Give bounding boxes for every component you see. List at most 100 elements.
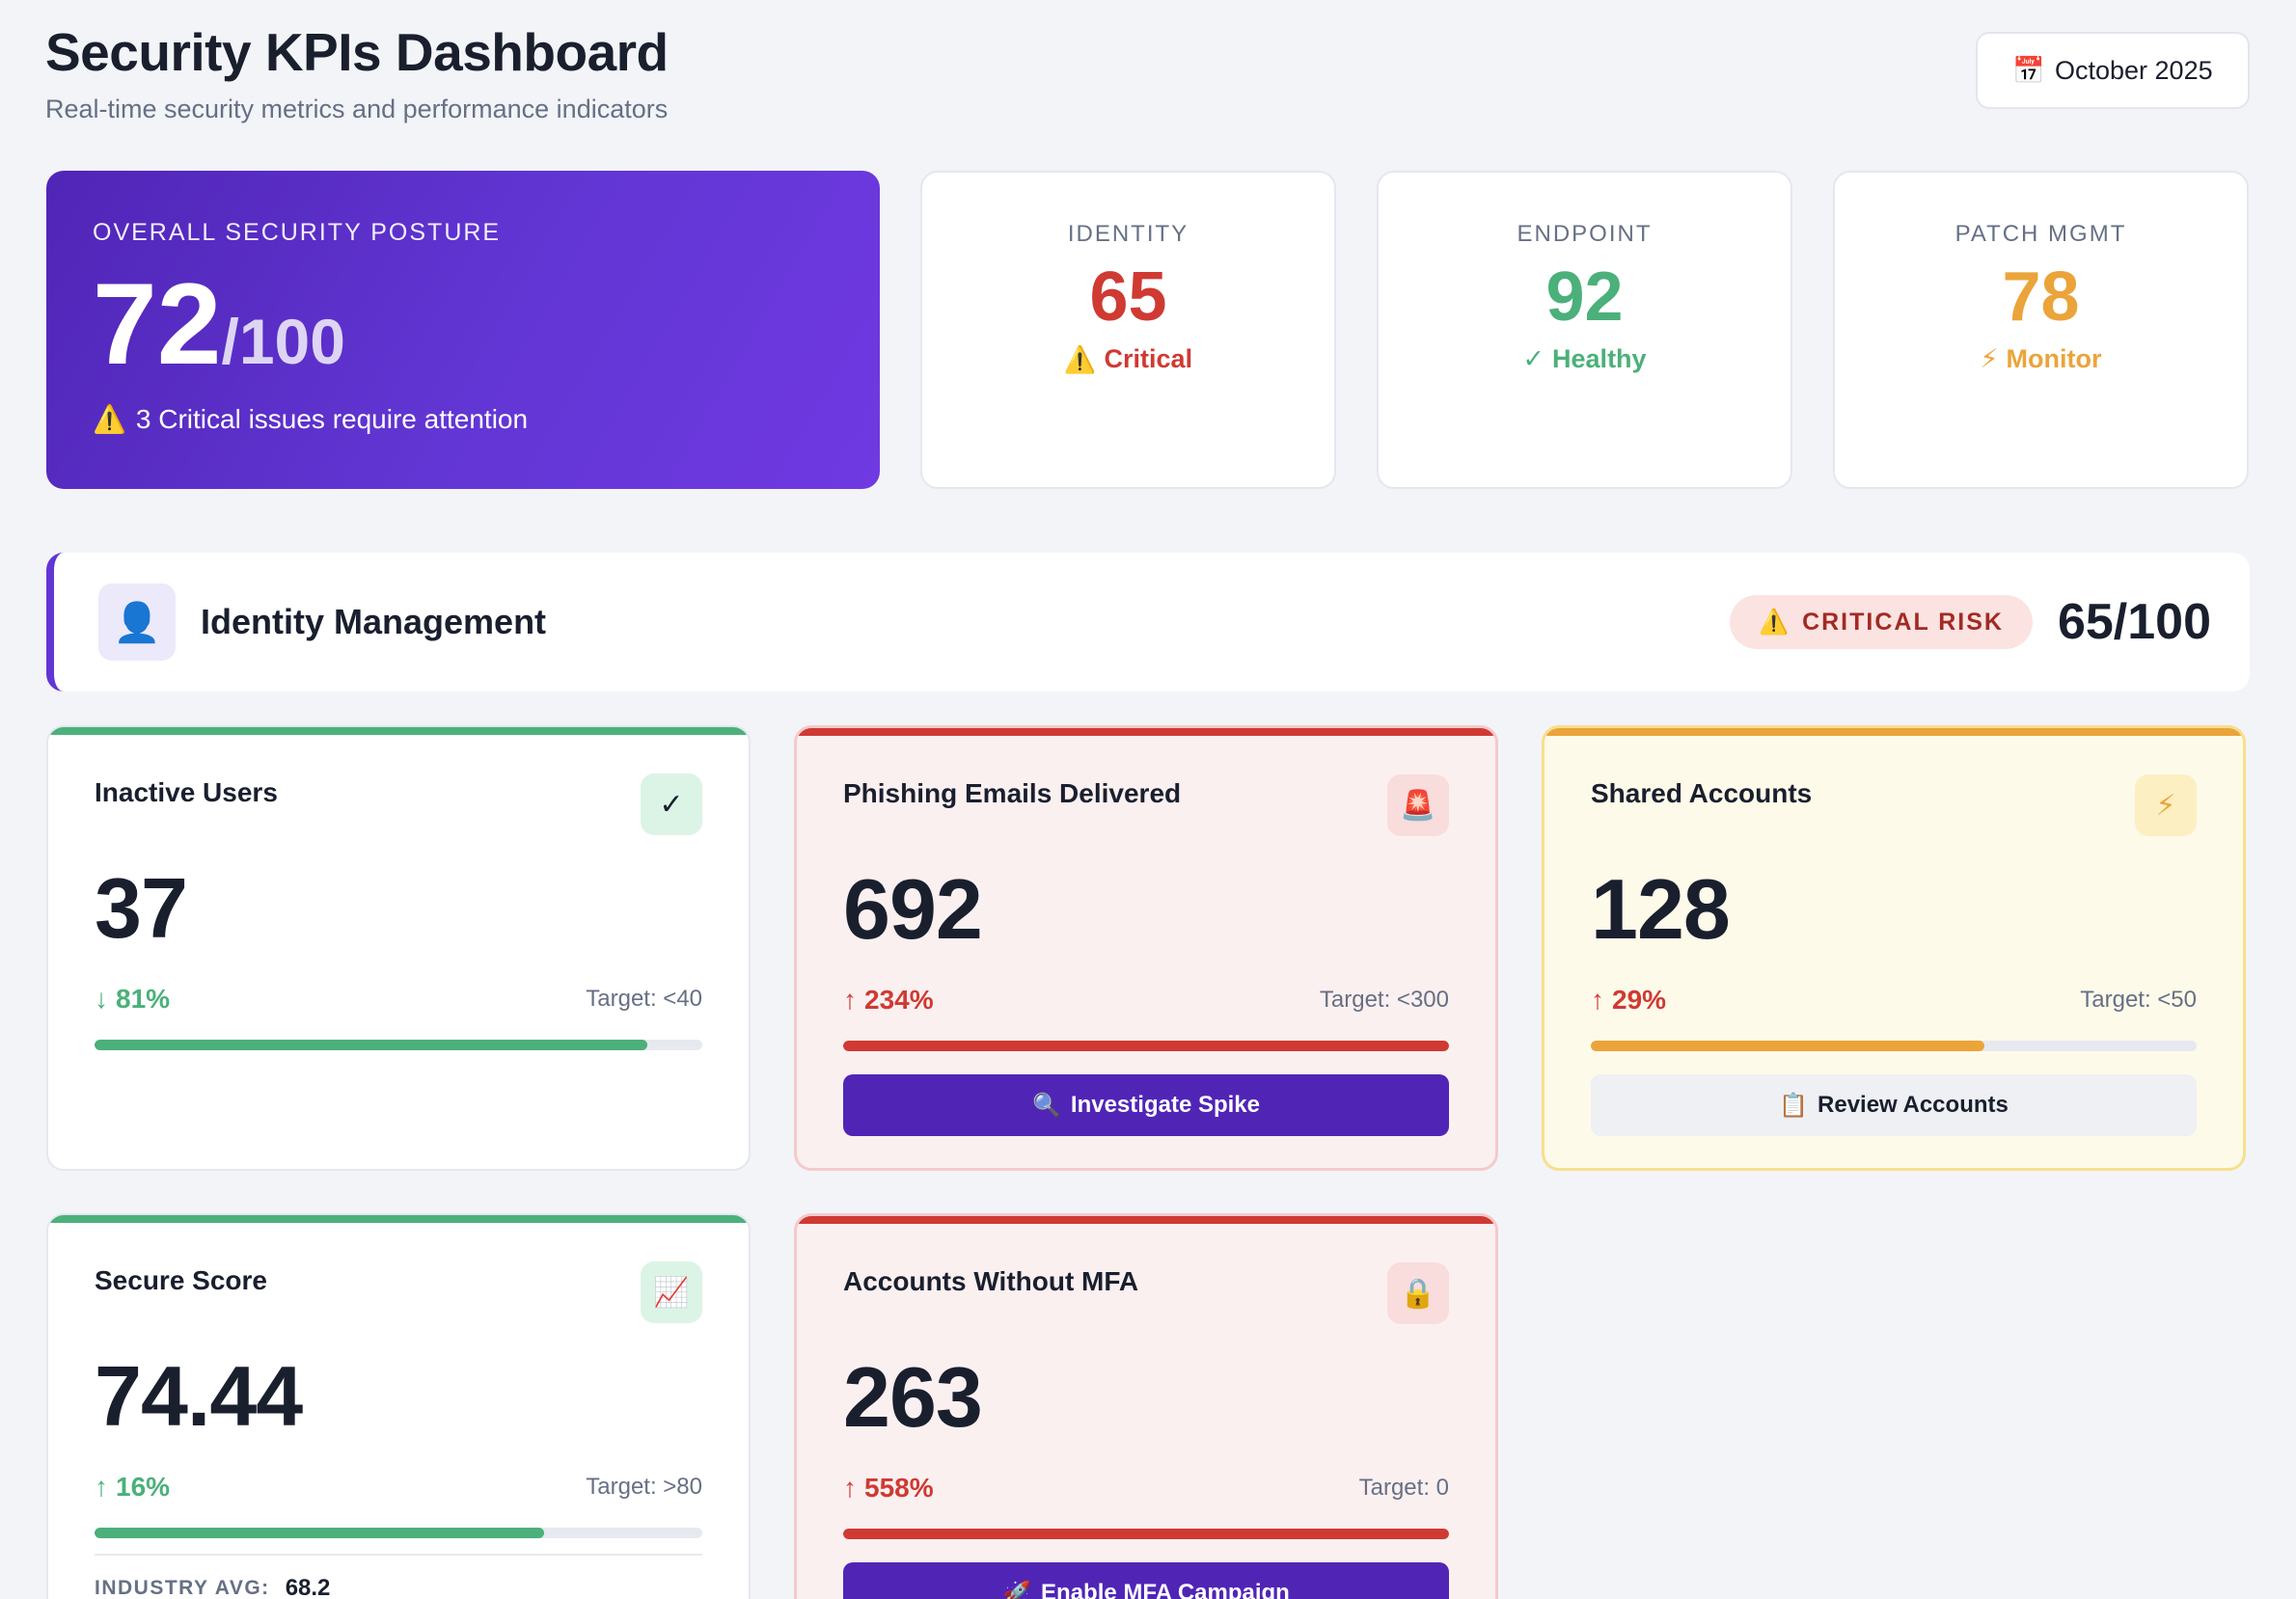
posture-alert-text: 3 Critical issues require attention <box>135 403 529 434</box>
kpi-delta: ↑ 16% <box>95 1472 170 1503</box>
kpi-title: Accounts Without MFA <box>843 1266 1139 1296</box>
review-accounts-button[interactable]: 📋 Review Accounts <box>1591 1074 2197 1136</box>
arrow-up-icon: ↑ <box>843 985 857 1015</box>
kpi-value: 263 <box>843 1349 983 1445</box>
rocket-icon: 🚀 <box>1002 1580 1032 1599</box>
risk-badge-text: CRITICAL RISK <box>1802 608 2004 636</box>
posture-score: 72 /100 <box>93 266 834 382</box>
category-card-identity[interactable]: IDENTITY 65 ⚠️ Critical <box>920 171 1336 489</box>
category-status-text: Monitor <box>2006 343 2102 373</box>
category-score: 78 <box>2002 258 2080 336</box>
button-label: Enable MFA Campaign <box>1041 1580 1290 1599</box>
section-score: 65/100 <box>2057 594 2211 650</box>
enable-mfa-campaign-button[interactable]: 🚀 Enable MFA Campaign <box>843 1562 1449 1599</box>
page-title: Security KPIs Dashboard <box>45 22 669 82</box>
page-header: Security KPIs Dashboard Real-time securi… <box>45 21 669 124</box>
arrow-up-icon: ↑ <box>1591 985 1604 1015</box>
kpi-progress-fill <box>95 1040 648 1050</box>
investigate-spike-button[interactable]: 🔍 Investigate Spike <box>843 1074 1449 1136</box>
kpi-progress-bar <box>1591 1041 2197 1051</box>
category-status-text: Healthy <box>1552 343 1647 373</box>
category-score: 65 <box>1089 258 1167 336</box>
user-icon: 👤 <box>98 583 176 661</box>
category-status: ✓ Healthy <box>1379 344 1790 374</box>
magnifier-icon: 🔍 <box>1032 1092 1061 1119</box>
siren-icon: 🚨 <box>1387 774 1449 836</box>
category-status-text: Critical <box>1104 344 1193 374</box>
card-status-bar <box>48 1215 749 1223</box>
check-icon: ✓ <box>1522 343 1545 373</box>
category-label: ENDPOINT <box>1517 221 1653 247</box>
kpi-progress-bar <box>95 1040 702 1050</box>
check-icon: ✓ <box>641 773 702 835</box>
category-card-endpoint[interactable]: ENDPOINT 92 ✓ Healthy <box>1377 171 1792 489</box>
date-selector-button[interactable]: 📅 October 2025 <box>1976 32 2250 109</box>
calendar-icon: 📅 <box>2012 56 2045 85</box>
kpi-target: Target: >80 <box>586 1474 702 1500</box>
kpi-progress-fill <box>843 1041 1449 1051</box>
kpi-delta: ↑ 234% <box>843 985 934 1016</box>
category-card-patch-mgmt[interactable]: PATCH MGMT 78 ⚡ Monitor <box>1833 171 2249 489</box>
lightning-icon: ⚡ <box>1980 343 1999 373</box>
posture-alert: ⚠️ 3 Critical issues require attention <box>93 403 834 435</box>
divider <box>95 1554 702 1556</box>
kpi-target: Target: 0 <box>1358 1475 1449 1501</box>
arrow-up-icon: ↑ <box>95 1472 108 1502</box>
card-status-bar <box>797 1216 1495 1224</box>
card-status-bar <box>797 728 1495 736</box>
lightning-icon: ⚡ <box>2135 774 2197 836</box>
posture-score-max: /100 <box>221 306 345 377</box>
arrow-down-icon: ↓ <box>95 984 108 1014</box>
kpi-card-secure-score: Secure Score 📈 74.44 ↑ 16% Target: >80 I… <box>46 1213 751 1599</box>
kpi-progress-fill <box>95 1528 545 1538</box>
kpi-target: Target: <300 <box>1319 987 1449 1013</box>
warning-icon: ⚠️ <box>93 404 126 434</box>
lock-icon: 🔒 <box>1387 1262 1449 1324</box>
card-status-bar <box>48 727 749 735</box>
kpi-progress-bar <box>843 1529 1449 1539</box>
card-status-bar <box>1544 728 2243 736</box>
page-subtitle: Real-time security metrics and performan… <box>45 95 669 123</box>
kpi-progress-bar <box>843 1041 1449 1051</box>
warning-icon: ⚠️ <box>1758 608 1791 636</box>
kpi-delta-value: 29% <box>1612 985 1667 1015</box>
kpi-delta-value: 16% <box>116 1472 171 1502</box>
kpi-progress-fill <box>843 1529 1449 1539</box>
date-label: October 2025 <box>2055 55 2213 85</box>
kpi-delta-value: 234% <box>864 985 934 1015</box>
category-status: ⚡ Monitor <box>1835 344 2247 374</box>
kpi-title: Inactive Users <box>95 777 278 807</box>
kpi-delta-value: 81% <box>116 984 171 1014</box>
category-label: IDENTITY <box>1067 221 1189 247</box>
industry-average-label: INDUSTRY AVG: <box>95 1577 270 1599</box>
button-label: Investigate Spike <box>1070 1092 1260 1118</box>
arrow-up-icon: ↑ <box>843 1473 857 1503</box>
kpi-progress-fill <box>1591 1041 1985 1051</box>
posture-score-value: 72 <box>93 259 222 389</box>
identity-management-section-header[interactable]: 👤 Identity Management ⚠️ CRITICAL RISK 6… <box>46 553 2250 691</box>
kpi-progress-bar <box>95 1528 702 1538</box>
kpi-card-phishing-emails: Phishing Emails Delivered 🚨 692 ↑ 234% T… <box>794 725 1498 1171</box>
kpi-value: 692 <box>843 861 983 957</box>
kpi-delta: ↓ 81% <box>95 984 170 1015</box>
category-label: PATCH MGMT <box>1954 221 2127 247</box>
industry-average-value: 68.2 <box>285 1575 331 1599</box>
overall-posture-card: OVERALL SECURITY POSTURE 72 /100 ⚠️ 3 Cr… <box>46 171 880 489</box>
category-status: ⚠️ Critical <box>922 344 1334 375</box>
category-score: 92 <box>1545 258 1624 336</box>
clipboard-icon: 📋 <box>1779 1092 1809 1119</box>
kpi-title: Phishing Emails Delivered <box>843 778 1182 808</box>
chart-up-icon: 📈 <box>641 1261 702 1323</box>
industry-average: INDUSTRY AVG: 68.2 <box>95 1575 702 1599</box>
posture-label: OVERALL SECURITY POSTURE <box>93 219 502 246</box>
kpi-card-accounts-without-mfa: Accounts Without MFA 🔒 263 ↑ 558% Target… <box>794 1213 1498 1599</box>
kpi-value: 74.44 <box>95 1348 303 1444</box>
kpi-value: 37 <box>95 860 188 956</box>
kpi-delta: ↑ 29% <box>1591 985 1666 1016</box>
kpi-target: Target: <40 <box>586 986 702 1012</box>
kpi-card-shared-accounts: Shared Accounts ⚡ 128 ↑ 29% Target: <50 … <box>1542 725 2246 1171</box>
risk-badge: ⚠️ CRITICAL RISK <box>1729 595 2033 649</box>
kpi-target: Target: <50 <box>2080 987 2197 1013</box>
button-label: Review Accounts <box>1818 1092 2009 1118</box>
kpi-title: Secure Score <box>95 1265 267 1295</box>
